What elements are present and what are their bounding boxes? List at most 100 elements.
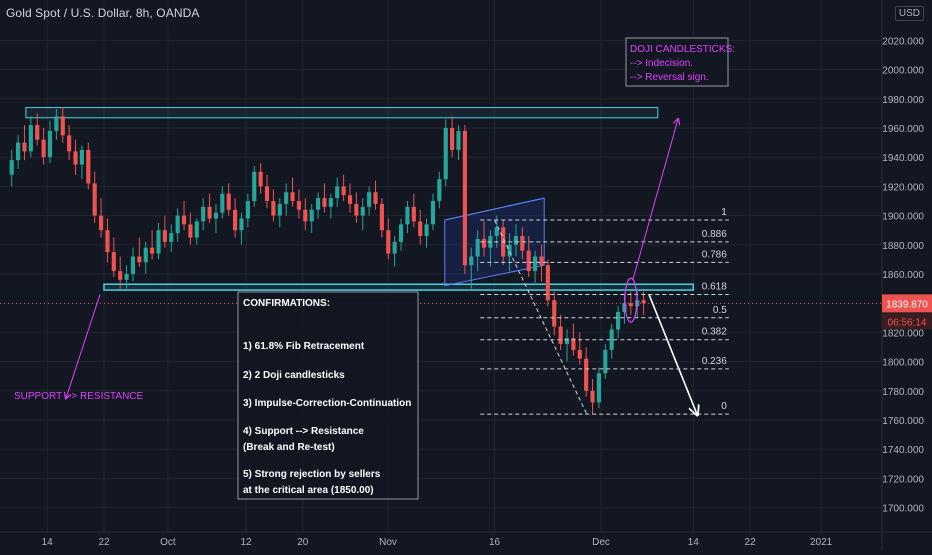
x-tick-label: 22 [98,537,110,548]
y-tick-label: 1960.000 [882,124,924,135]
x-tick-label: Nov [379,537,397,548]
x-tick-label: 12 [240,537,252,548]
candle-body [60,116,65,136]
candle-body [233,209,238,231]
candle-body [373,192,378,204]
doji-pointer-arrow [632,119,678,280]
candle-body [335,186,340,199]
x-tick-label: Oct [160,537,176,548]
y-tick-label: 2000.000 [882,66,924,77]
confirmation-item: 3) Impulse-Correction-Continuation [243,398,411,409]
fib-level-label: 0.5 [713,305,727,316]
chart-title: Gold Spot / U.S. Dollar, 8h, OANDA [6,6,200,20]
y-tick-label: 1700.000 [882,504,924,515]
candle-body [513,236,519,245]
candle-body [564,338,570,345]
candle-body [360,206,365,216]
candle-body [558,326,563,345]
candle-body [622,303,627,312]
y-tick-label: 1800.000 [882,358,924,369]
candle-body [105,230,110,253]
confirmation-item: (Break and Re-test) [243,442,335,453]
candle-body [245,201,250,219]
candle-body [271,201,276,216]
candle-body [54,116,59,131]
candle-body [220,193,225,213]
fib-level-label: 0.786 [702,249,727,260]
candle-body [494,227,499,237]
candle-body [303,209,308,222]
x-tick-label: 22 [745,537,757,548]
confirmation-item: at the critical area (1850.00) [243,485,374,496]
candle-body [124,274,129,280]
candle-body [143,247,148,263]
current-price-label: 1839.870 [886,299,928,310]
candle-body [367,192,372,207]
candle-body [571,338,576,350]
confirmation-item: 4) Support --> Resistance [243,426,364,437]
candle-body [443,128,448,180]
candle-body [188,224,193,238]
candle-body [252,171,257,201]
confirmations-box [237,291,419,500]
projection-arrow [648,294,697,414]
candle-body [347,195,353,204]
candle-body [392,241,397,254]
x-tick-label: 2021 [810,537,833,548]
candle-body [316,198,321,210]
candle-body [309,209,314,222]
candle-body [520,236,525,251]
x-tick-label: 14 [688,537,700,548]
candle-body [67,135,72,152]
candle-body [35,125,40,140]
fib-level-label: 0.886 [702,229,727,240]
candle-body [41,139,46,158]
candle-body [354,203,359,216]
y-tick-label: 1920.000 [882,182,924,193]
support-pointer-arrow [66,294,101,398]
x-tick-label: 20 [297,537,309,548]
candle-body [481,238,487,248]
candle-body [386,230,391,254]
candle-body [322,198,327,207]
candle-body [207,206,212,219]
candle-body [290,192,295,201]
candle-body [213,212,219,219]
candle-body [22,142,27,152]
fib-level-label: 0.618 [702,281,727,292]
candle-body [615,311,621,330]
confirmation-item: 5) Strong rejection by sellers [243,469,381,480]
candle-body [411,206,416,222]
resistance-zone [25,107,659,119]
candle-body [9,160,14,175]
candle-body [584,358,589,391]
candle-body [398,224,404,242]
candle-body [430,201,436,225]
candle-body [175,215,180,234]
y-tick-label: 1880.000 [882,241,924,252]
candle-body [379,203,384,231]
candle-body [456,130,461,150]
fib-level-label: 1 [721,207,727,218]
candle-body [86,149,91,184]
doji-note-line: --> Indecision. [630,58,693,69]
candle-body [92,183,97,216]
candle-body [539,256,544,266]
countdown-tag [882,313,932,330]
y-tick-label: 1900.000 [882,212,924,223]
candle-body [526,250,531,272]
candle-body [169,233,174,242]
candle-body [596,373,601,403]
doji-note-box [625,37,729,87]
candle-body [424,224,429,237]
candle-body [137,256,142,263]
currency-badge[interactable]: USD [894,6,924,21]
candle-body [98,215,104,231]
candle-body [437,179,442,201]
fib-diagonal [494,219,588,415]
y-tick-label: 2020.000 [882,36,924,47]
candle-body [552,300,557,327]
candle-body [162,230,167,242]
candle-body [181,215,187,225]
channel-upper-line [444,197,545,221]
